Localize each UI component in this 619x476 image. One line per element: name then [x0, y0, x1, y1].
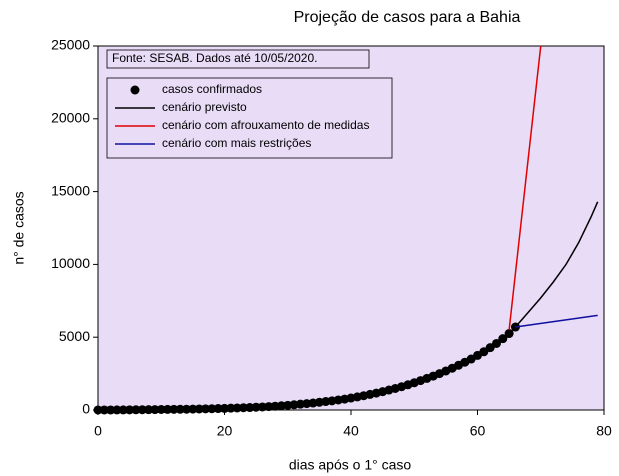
x-tick-label: 0 [94, 423, 102, 439]
y-tick-label: 0 [82, 401, 90, 417]
legend-label: cenário com mais restrições [162, 136, 311, 150]
y-tick-label: 15000 [51, 182, 90, 198]
legend-label: cenário com afrouxamento de medidas [162, 118, 369, 132]
y-tick-label: 20000 [51, 110, 90, 126]
x-tick-label: 20 [217, 423, 233, 439]
y-axis-label: n° de casos [11, 191, 27, 264]
data-line [508, 45, 542, 331]
x-tick-label: 60 [470, 423, 486, 439]
data-line [97, 201, 599, 411]
data-line [515, 314, 598, 328]
x-tick-label: 80 [596, 423, 612, 439]
y-tick-label: 25000 [51, 37, 90, 53]
annotation-box [106, 49, 370, 69]
chart-title: Projeção de casos para a Bahia [294, 9, 521, 26]
legend-marker [130, 85, 140, 95]
x-tick-label: 40 [343, 423, 359, 439]
annotation: Fonte: SESAB. Dados até 10/05/2020. [112, 51, 317, 65]
y-tick-label: 5000 [59, 328, 90, 344]
legend-label: cenário previsto [162, 100, 247, 114]
legend-label: casos confirmados [162, 82, 262, 96]
y-tick-label: 10000 [51, 255, 90, 271]
x-axis-label: dias após o 1° caso [289, 457, 412, 473]
